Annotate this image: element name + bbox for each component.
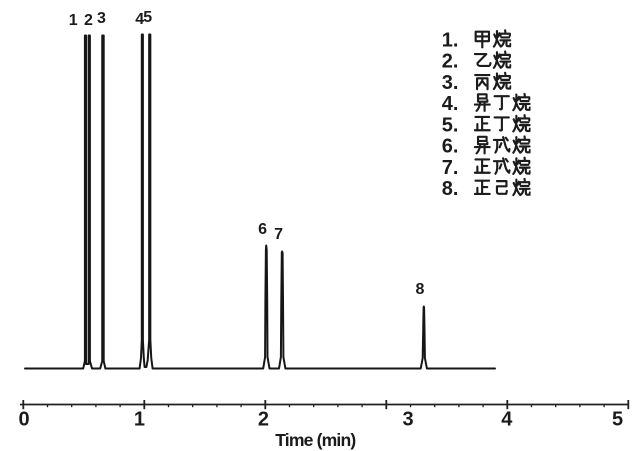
svg-text:7.: 7. — [442, 157, 459, 179]
svg-text:4: 4 — [501, 409, 513, 431]
svg-text:5: 5 — [143, 9, 152, 26]
svg-text:8.: 8. — [442, 178, 459, 200]
svg-text:Time (min): Time (min) — [275, 430, 355, 450]
svg-text:2.: 2. — [442, 51, 459, 73]
svg-text:8: 8 — [416, 281, 425, 298]
svg-text:6: 6 — [258, 221, 267, 238]
svg-text:1: 1 — [69, 12, 78, 29]
svg-text:5.: 5. — [442, 114, 459, 136]
svg-text:1.: 1. — [442, 30, 459, 52]
svg-text:3: 3 — [97, 10, 106, 27]
svg-text:5: 5 — [612, 409, 623, 431]
svg-text:7: 7 — [274, 226, 283, 243]
svg-text:4: 4 — [135, 11, 144, 28]
svg-text:1: 1 — [134, 409, 145, 431]
svg-text:2: 2 — [258, 409, 269, 431]
svg-text:3: 3 — [402, 409, 413, 431]
svg-text:3.: 3. — [442, 72, 459, 94]
svg-text:0: 0 — [18, 409, 29, 431]
svg-text:6.: 6. — [442, 136, 459, 158]
svg-text:2: 2 — [84, 12, 93, 29]
svg-text:4.: 4. — [442, 93, 459, 115]
